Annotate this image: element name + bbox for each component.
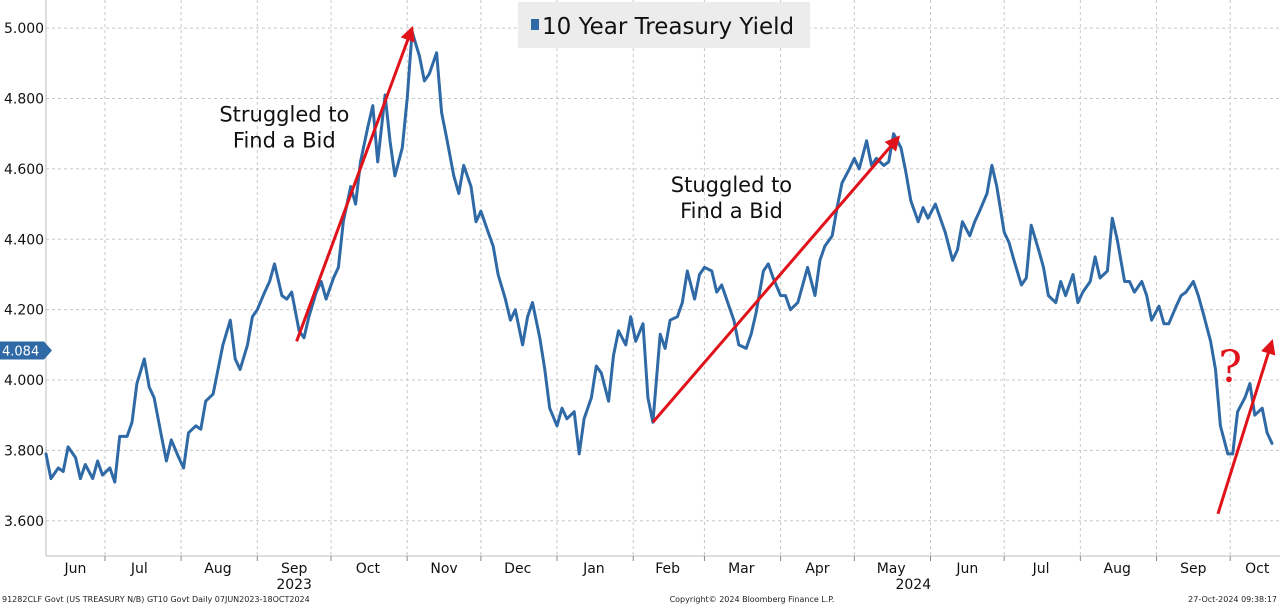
x-tick-label: Oct	[356, 561, 381, 577]
trend-arrow	[1216, 339, 1276, 515]
last-value-badge-shape	[0, 341, 52, 360]
x-tick-label: Jan	[582, 561, 605, 577]
x-tick-label: May	[877, 561, 906, 577]
legend-box	[518, 2, 810, 48]
last-value-badge: 4.084	[0, 341, 52, 360]
year-label: 2024	[895, 577, 931, 593]
x-axis-ticks: Jun Jul Aug Sep Oct Nov Dec Jan Feb Mar Apr May Jun J…	[64, 556, 1270, 577]
y-tick-label: 4.000	[4, 373, 44, 389]
legend-swatch	[531, 19, 539, 30]
annotation-text: Struggled to	[219, 102, 349, 126]
trend-arrow	[295, 25, 415, 342]
x-tick-label: Aug	[204, 561, 231, 577]
grid-lines	[46, 0, 1280, 556]
y-tick-label: 4.400	[4, 232, 44, 248]
y-tick-label: 4.800	[4, 92, 44, 108]
x-tick-label: Jul	[130, 561, 148, 577]
x-tick-label: Mar	[728, 561, 755, 577]
footer-copyright: Copyright© 2024 Bloomberg Finance L.P.	[670, 595, 835, 604]
question-mark-annotation: ?	[1218, 342, 1242, 393]
annotation-text: Stuggled to	[671, 173, 792, 197]
y-tick-label: 5.000	[4, 21, 44, 37]
x-tick-label: Feb	[655, 561, 680, 577]
x-tick-label: Jun	[955, 561, 978, 577]
x-tick-label: Sep	[1180, 561, 1207, 577]
last-value-label: 4.084	[2, 344, 39, 359]
y-axis-ticks: 3.600 3.800 4.000 4.200 4.400 4.600 4.800 5.000	[4, 21, 44, 530]
y-tick-label: 4.200	[4, 303, 44, 319]
year-label: 2023	[276, 577, 312, 593]
y-tick-label: 3.800	[4, 443, 44, 459]
x-tick-label: Oct	[1245, 561, 1270, 577]
x-tick-label: Apr	[805, 561, 829, 577]
x-tick-label: Jul	[1032, 561, 1050, 577]
trend-arrow	[651, 135, 901, 424]
x-tick-label: Dec	[504, 561, 531, 577]
x-tick-label: Nov	[430, 561, 457, 577]
annotation-text: Find a Bid	[680, 199, 783, 223]
y-tick-label: 3.600	[4, 514, 44, 530]
x-tick-label: Jun	[64, 561, 87, 577]
y-tick-label: 4.600	[4, 162, 44, 178]
year-labels: 2023 2024	[276, 577, 931, 593]
legend: 10 Year Treasury Yield	[518, 2, 810, 48]
x-tick-label: Sep	[281, 561, 308, 577]
footer-source: 91282CLF Govt (US TREASURY N/B) GT10 Gov…	[2, 595, 310, 604]
trend-arrows	[295, 25, 1276, 515]
annotation-text: Find a Bid	[233, 128, 336, 152]
footer-timestamp: 27-Oct-2024 09:38:17	[1188, 595, 1277, 604]
x-tick-label: Aug	[1104, 561, 1131, 577]
legend-label: 10 Year Treasury Yield	[542, 14, 794, 40]
series-line-10-year-treasury-yield	[44, 30, 1274, 484]
